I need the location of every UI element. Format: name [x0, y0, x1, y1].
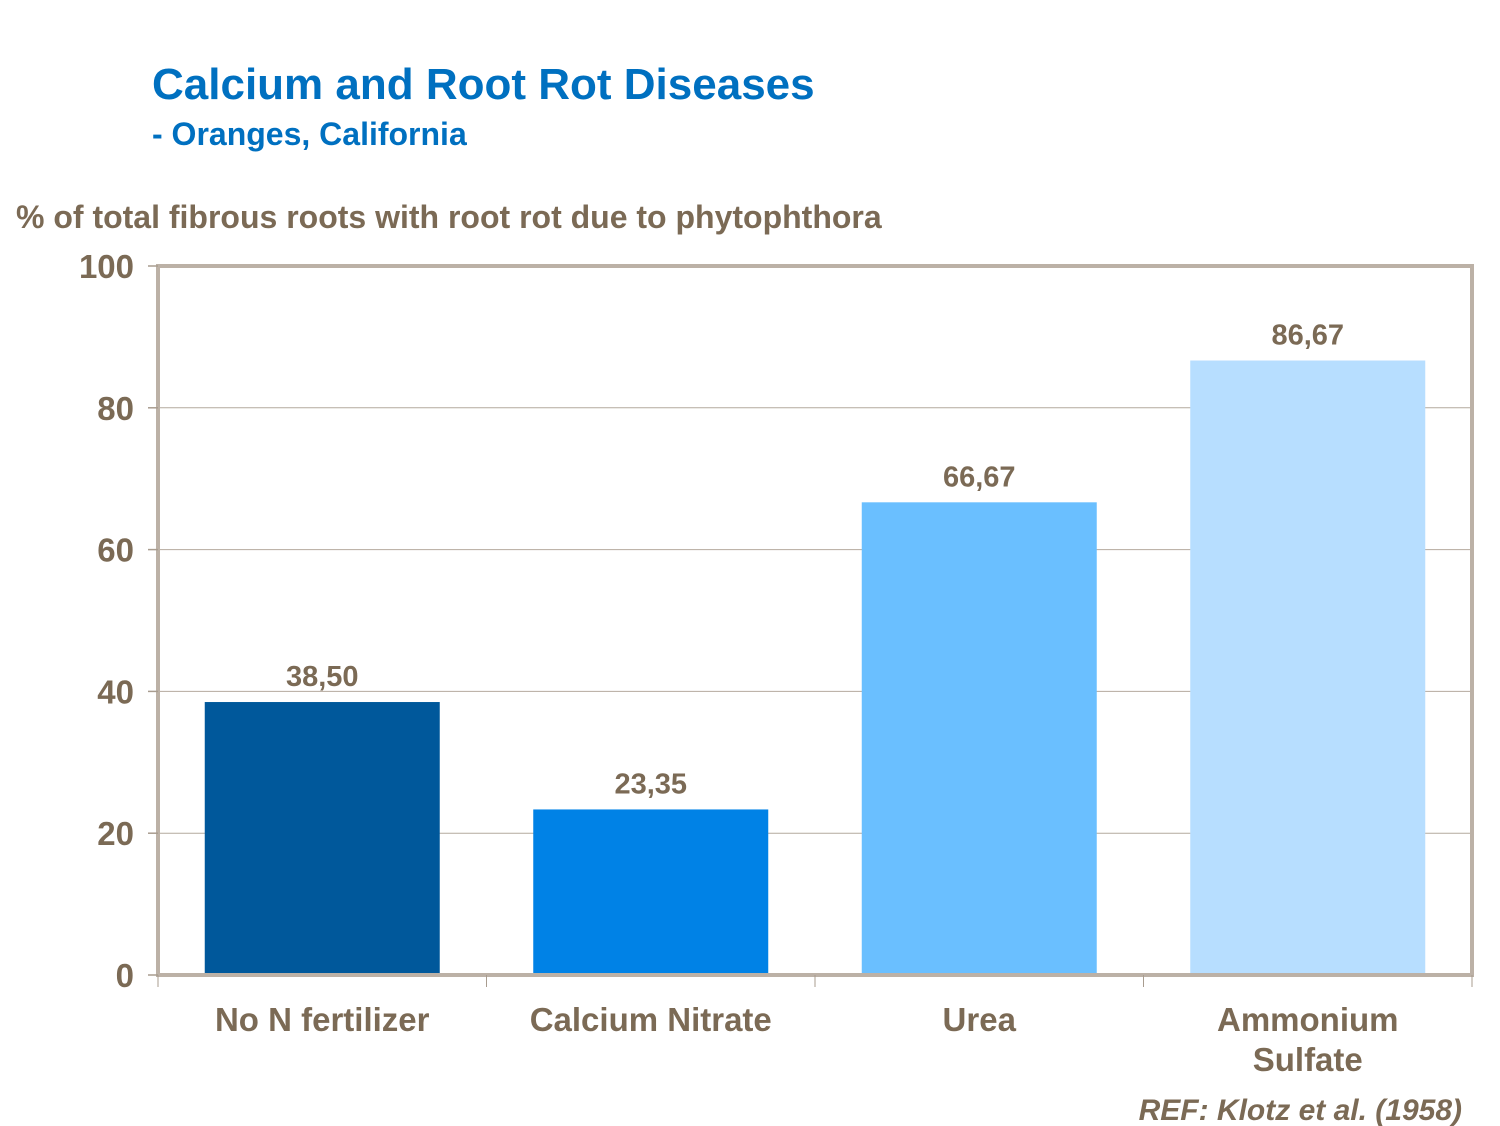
bar [861, 502, 1097, 975]
footnote: REF: Klotz et al. (1958) [1139, 1094, 1462, 1126]
y-tick-label: 80 [97, 390, 134, 427]
y-tick-label: 20 [97, 815, 134, 852]
x-tick-label-line: Ammonium [1217, 1001, 1399, 1038]
x-tick-label-line: No N fertilizer [215, 1001, 430, 1038]
bar [533, 809, 769, 975]
data-labels: 38,50 No N fertilizer 23,35 Calcium Nitrate… [215, 320, 1399, 1078]
y-tick-label: 40 [97, 673, 134, 710]
data-label: 38,50 [286, 661, 359, 693]
bar [1190, 360, 1426, 975]
x-tick-label-line: Sulfate [1253, 1041, 1363, 1078]
bar [204, 702, 440, 975]
y-tick-label: 60 [97, 532, 134, 569]
x-tick-label-line: Urea [943, 1001, 1017, 1038]
bars [204, 360, 1426, 975]
x-tick-label: Urea [943, 1001, 1017, 1038]
x-tick-label: Calcium Nitrate [530, 1001, 772, 1038]
data-label: 66,67 [943, 461, 1016, 493]
y-axis-label: % of total fibrous roots with root rot d… [16, 199, 882, 235]
data-label: 86,67 [1271, 320, 1344, 352]
y-tick-label: 100 [79, 248, 134, 285]
y-axis-ticks: 0 20 40 60 80 100 [79, 248, 158, 994]
x-tick-label: No N fertilizer [215, 1001, 430, 1038]
x-axis-ticks [157, 975, 1473, 987]
y-tick-label: 0 [116, 957, 134, 994]
data-label: 23,35 [614, 768, 687, 800]
chart-title: Calcium and Root Rot Diseases [152, 60, 815, 109]
chart-subtitle: - Oranges, California [152, 116, 467, 152]
x-tick-label-line: Calcium Nitrate [530, 1001, 772, 1038]
x-tick-label: Ammonium Sulfate [1217, 1001, 1399, 1078]
